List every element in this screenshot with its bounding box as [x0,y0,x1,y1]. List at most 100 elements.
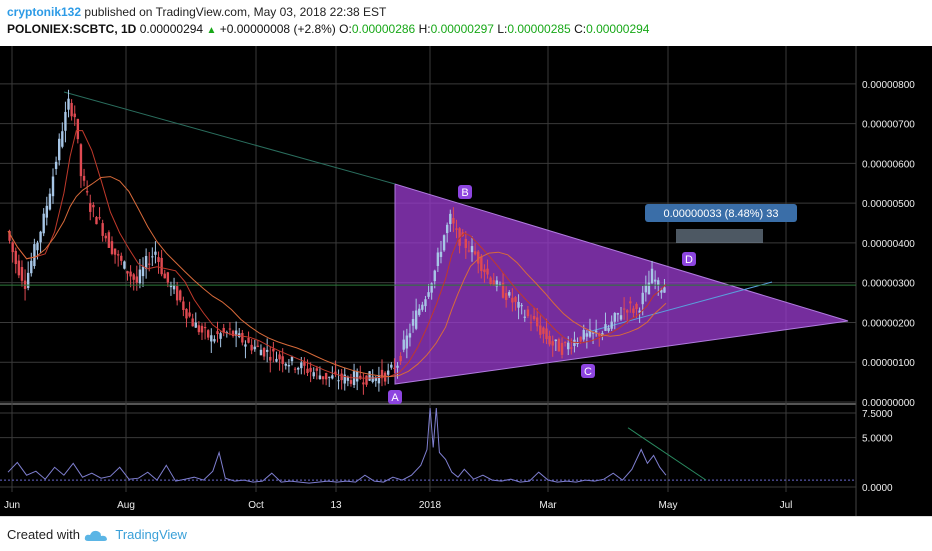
candle-body [76,118,80,140]
publish-line: cryptonik132 published on TradingView.co… [7,5,386,19]
candle-body [328,376,331,378]
candle-body [172,284,176,290]
y-tick-label: 0.00000000 [862,398,915,409]
candle-body [197,325,201,333]
last-price: 0.00000294 [139,22,204,36]
candle-body [514,297,517,302]
candle-body [433,270,436,282]
candle-body [477,251,480,264]
candle-body [269,356,272,361]
candle-body [203,327,207,329]
measure-range-box [676,229,763,243]
candle-body [166,272,170,283]
candle-body [542,327,545,334]
candle-body [250,344,253,351]
candle-body [48,193,52,210]
tradingview-brand: TradingView [115,527,187,542]
candle-body [371,376,374,382]
candle-body [64,111,67,131]
candle-body [222,327,225,333]
candle-body [175,286,179,301]
candle-body [501,282,505,298]
candle-body [337,380,340,382]
candle-body [408,333,412,338]
candle-body [259,349,263,356]
candle-body [436,252,440,267]
candle-body [464,238,468,248]
candle-body [598,333,601,337]
candle-body [98,217,101,219]
candle-body [39,231,42,243]
candle-body [26,272,30,288]
candle-body [449,213,452,225]
up-arrow-icon: ▲ [206,25,217,36]
candle-body [523,316,526,318]
point-label: D [685,254,693,266]
candle-body [355,371,359,382]
candle-body [231,330,235,336]
candle-body [244,344,247,347]
symbol-label: POLONIEX:SCBTC, 1D [7,22,137,36]
x-tick-label: Jun [4,500,20,511]
overlays: A B C D 0.00000033 (8.48%) 33 [0,130,856,404]
candle-body [194,322,197,328]
candle-body [567,342,570,350]
candle-body [67,98,70,110]
candle-body [275,358,278,362]
candle-body [185,308,188,319]
candle-body [293,368,297,370]
candle-body [284,363,287,366]
candle-body [489,277,492,284]
tradingview-logo[interactable]: TradingView [84,527,187,543]
candle-body [51,176,55,197]
footer: Created with TradingView [0,516,932,551]
candle-body [594,330,598,333]
candle-body [85,191,89,193]
candle-body [107,232,111,248]
x-tick-label: Aug [117,500,135,511]
x-tick-label: Jul [780,500,793,511]
candle-body [210,335,213,342]
candle-body [650,268,654,284]
y-tick-label: 0.00000800 [862,80,915,91]
candle-body [73,113,76,118]
candle-body [626,310,629,313]
candle-body [144,255,148,269]
candles [8,89,666,395]
candle-body [256,345,260,347]
candle-body [660,289,663,293]
candle-body [321,376,325,380]
candle-body [644,285,648,293]
candle-body [129,271,132,277]
candle-body [95,217,98,225]
indicator-trendline [627,427,707,481]
candle-body [393,367,396,370]
candle-body [324,373,328,380]
candle-body [188,312,191,317]
published-text: published on TradingView.com, May 03, 20… [84,5,387,19]
x-tick-label: Mar [539,500,557,511]
candle-body [508,292,511,296]
candle-body [45,205,48,218]
triangle-shape [394,183,849,385]
candle-body [163,273,166,279]
candle-body [421,304,424,310]
candle-body [213,339,216,342]
candle-body [318,375,322,380]
candle-body [104,235,107,239]
candle-body [79,144,83,177]
author-name[interactable]: cryptonik132 [7,5,82,19]
candle-body [473,251,477,255]
candle-body [89,203,92,212]
candle-body [629,301,632,304]
candle-body [424,299,427,307]
candle-body [526,309,530,317]
price-change: +0.00000008 (+2.8%) [219,22,336,36]
candle-body [154,251,157,255]
candle-body [17,260,21,276]
candle-body [442,235,446,251]
candle-body [585,333,589,337]
point-label: B [461,187,468,199]
candle-body [200,325,204,333]
